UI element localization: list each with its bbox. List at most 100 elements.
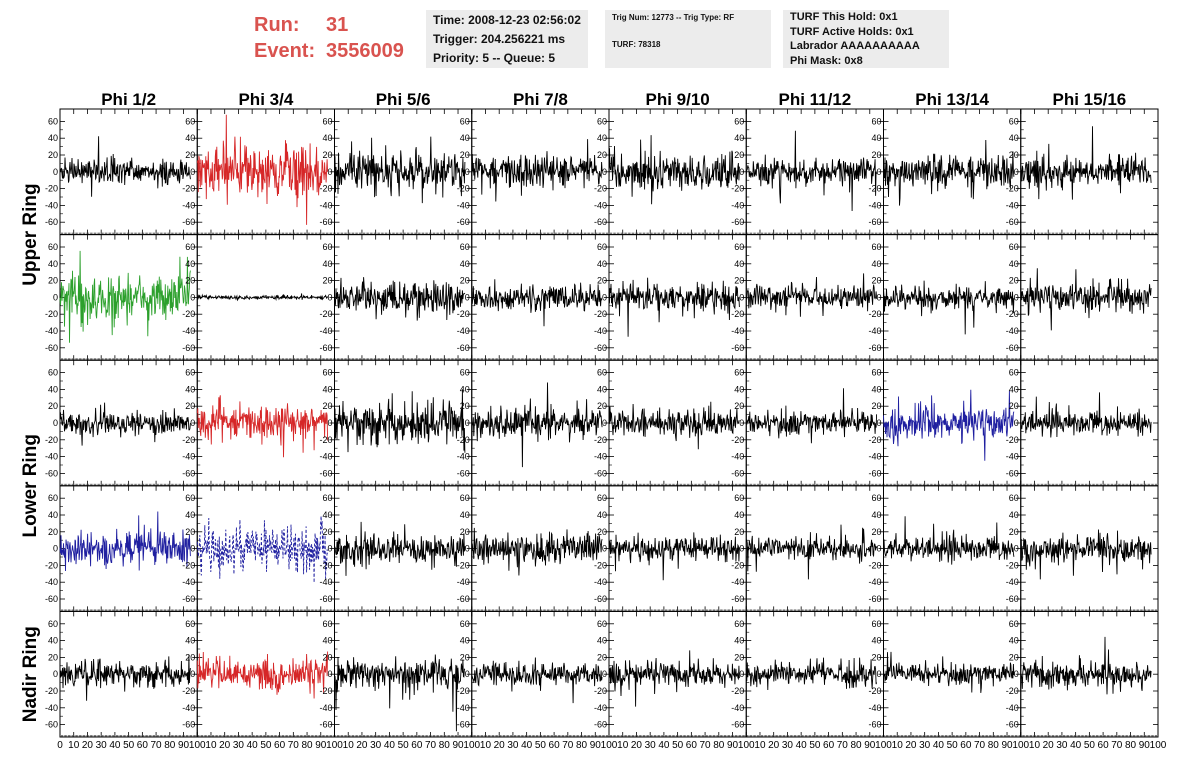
waveform-trace [334, 521, 466, 576]
y-tick-label: 20 [597, 401, 607, 411]
y-tick-label: -60 [1006, 343, 1019, 353]
waveform-trace [196, 651, 329, 699]
panel-frame [334, 108, 473, 236]
y-tick-label: 0 [327, 167, 332, 177]
y-tick-label: -60 [1006, 594, 1019, 604]
y-tick-label: 60 [597, 242, 607, 252]
y-tick-label: 0 [53, 418, 58, 428]
y-tick-label: 20 [185, 527, 195, 537]
trig-info-box: Trig Num: 12773 -- Trig Type: RF TURF: 7… [605, 10, 771, 68]
y-tick-label: 0 [53, 167, 58, 177]
run-event-block: Run: 31 Event: 3556009 [254, 12, 404, 64]
y-tick-label: -20 [731, 560, 744, 570]
y-tick-label: 20 [734, 401, 744, 411]
y-tick-label: -60 [319, 468, 332, 478]
y-tick-label: 40 [48, 510, 58, 520]
y-tick-label: -40 [457, 703, 470, 713]
y-tick-label: -20 [594, 560, 607, 570]
y-tick-label: 0 [1014, 418, 1019, 428]
y-tick-label: -40 [868, 452, 881, 462]
y-tick-label: -40 [868, 200, 881, 210]
y-tick-label: 60 [1009, 242, 1019, 252]
y-tick-label: 20 [185, 150, 195, 160]
y-tick-label: 60 [871, 242, 881, 252]
y-tick-label: -40 [594, 452, 607, 462]
y-tick-label: 20 [734, 150, 744, 160]
y-tick-label: -60 [45, 217, 58, 227]
y-tick-label: 0 [465, 167, 470, 177]
y-tick-label: 20 [322, 276, 332, 286]
waveform-trace [196, 395, 329, 458]
y-tick-label: 40 [597, 384, 607, 394]
event-row: Event: 3556009 [254, 38, 404, 64]
y-tick-label: -60 [319, 720, 332, 730]
y-tick-label: -40 [868, 577, 881, 587]
y-tick-label: 60 [734, 242, 744, 252]
y-tick-label: 20 [48, 401, 58, 411]
waveform-trace [745, 130, 878, 212]
y-tick-label: 0 [465, 669, 470, 679]
y-tick-label: -60 [594, 217, 607, 227]
y-tick-label: -20 [1006, 560, 1019, 570]
y-tick-label: 20 [185, 401, 195, 411]
y-tick-label: -60 [457, 217, 470, 227]
y-tick-label: -60 [868, 343, 881, 353]
waveform-trace [59, 511, 191, 572]
run-value: 31 [326, 14, 349, 36]
y-tick-label: 40 [597, 259, 607, 269]
y-tick-label: -20 [319, 309, 332, 319]
y-tick-label: -60 [868, 594, 881, 604]
y-tick-label: 40 [734, 384, 744, 394]
waveform-trace [608, 401, 740, 450]
waveform-trace [608, 277, 740, 337]
y-tick-label: 60 [460, 242, 470, 252]
y-tick-label: 0 [602, 292, 607, 302]
y-tick-label: 20 [871, 150, 881, 160]
y-tick-label: 40 [460, 636, 470, 646]
y-tick-label: -60 [45, 720, 58, 730]
y-tick-label: 20 [185, 276, 195, 286]
y-tick-label: -60 [731, 594, 744, 604]
y-tick-label: 40 [1009, 510, 1019, 520]
y-tick-label: 0 [190, 418, 195, 428]
waveform-trace [334, 136, 466, 204]
waveform-trace [196, 114, 329, 225]
y-tick-label: 20 [460, 150, 470, 160]
y-tick-label: -60 [319, 594, 332, 604]
y-tick-label: 60 [871, 116, 881, 126]
y-tick-label: 0 [1014, 167, 1019, 177]
y-tick-label: -60 [594, 468, 607, 478]
y-tick-label: 20 [48, 276, 58, 286]
panel-frame [883, 485, 1022, 612]
y-tick-label: 0 [876, 292, 881, 302]
y-tick-label: 60 [460, 619, 470, 629]
column-header-1: Phi 1/2 [101, 90, 156, 109]
y-tick-label: 60 [185, 116, 195, 126]
y-tick-label: -20 [868, 435, 881, 445]
y-tick-label: 40 [1009, 259, 1019, 269]
y-tick-label: 40 [597, 510, 607, 520]
waveform-trace [471, 382, 603, 468]
ring-label-1: Upper Ring [20, 183, 41, 285]
y-tick-label: 20 [597, 150, 607, 160]
run-row: Run: 31 [254, 12, 404, 38]
run-label: Run: [254, 14, 300, 36]
column-header-7: Phi 13/14 [915, 90, 989, 109]
y-tick-label: 60 [322, 116, 332, 126]
y-tick-label: -40 [45, 200, 58, 210]
y-tick-label: 60 [48, 368, 58, 378]
y-tick-label: -60 [594, 343, 607, 353]
y-tick-label: 60 [322, 242, 332, 252]
turf-num-text: TURF: 78318 [612, 40, 661, 49]
y-tick-label: -20 [319, 184, 332, 194]
y-tick-label: 60 [460, 368, 470, 378]
y-tick-label: -40 [457, 577, 470, 587]
y-tick-label: -20 [868, 309, 881, 319]
y-tick-label: 0 [1014, 544, 1019, 554]
time-text: Time: 2008-12-23 02:56:02 [433, 13, 581, 27]
y-tick-label: 0 [190, 669, 195, 679]
y-tick-label: -20 [457, 435, 470, 445]
y-tick-label: 40 [871, 133, 881, 143]
y-tick-label: 20 [871, 527, 881, 537]
y-tick-label: -40 [319, 326, 332, 336]
